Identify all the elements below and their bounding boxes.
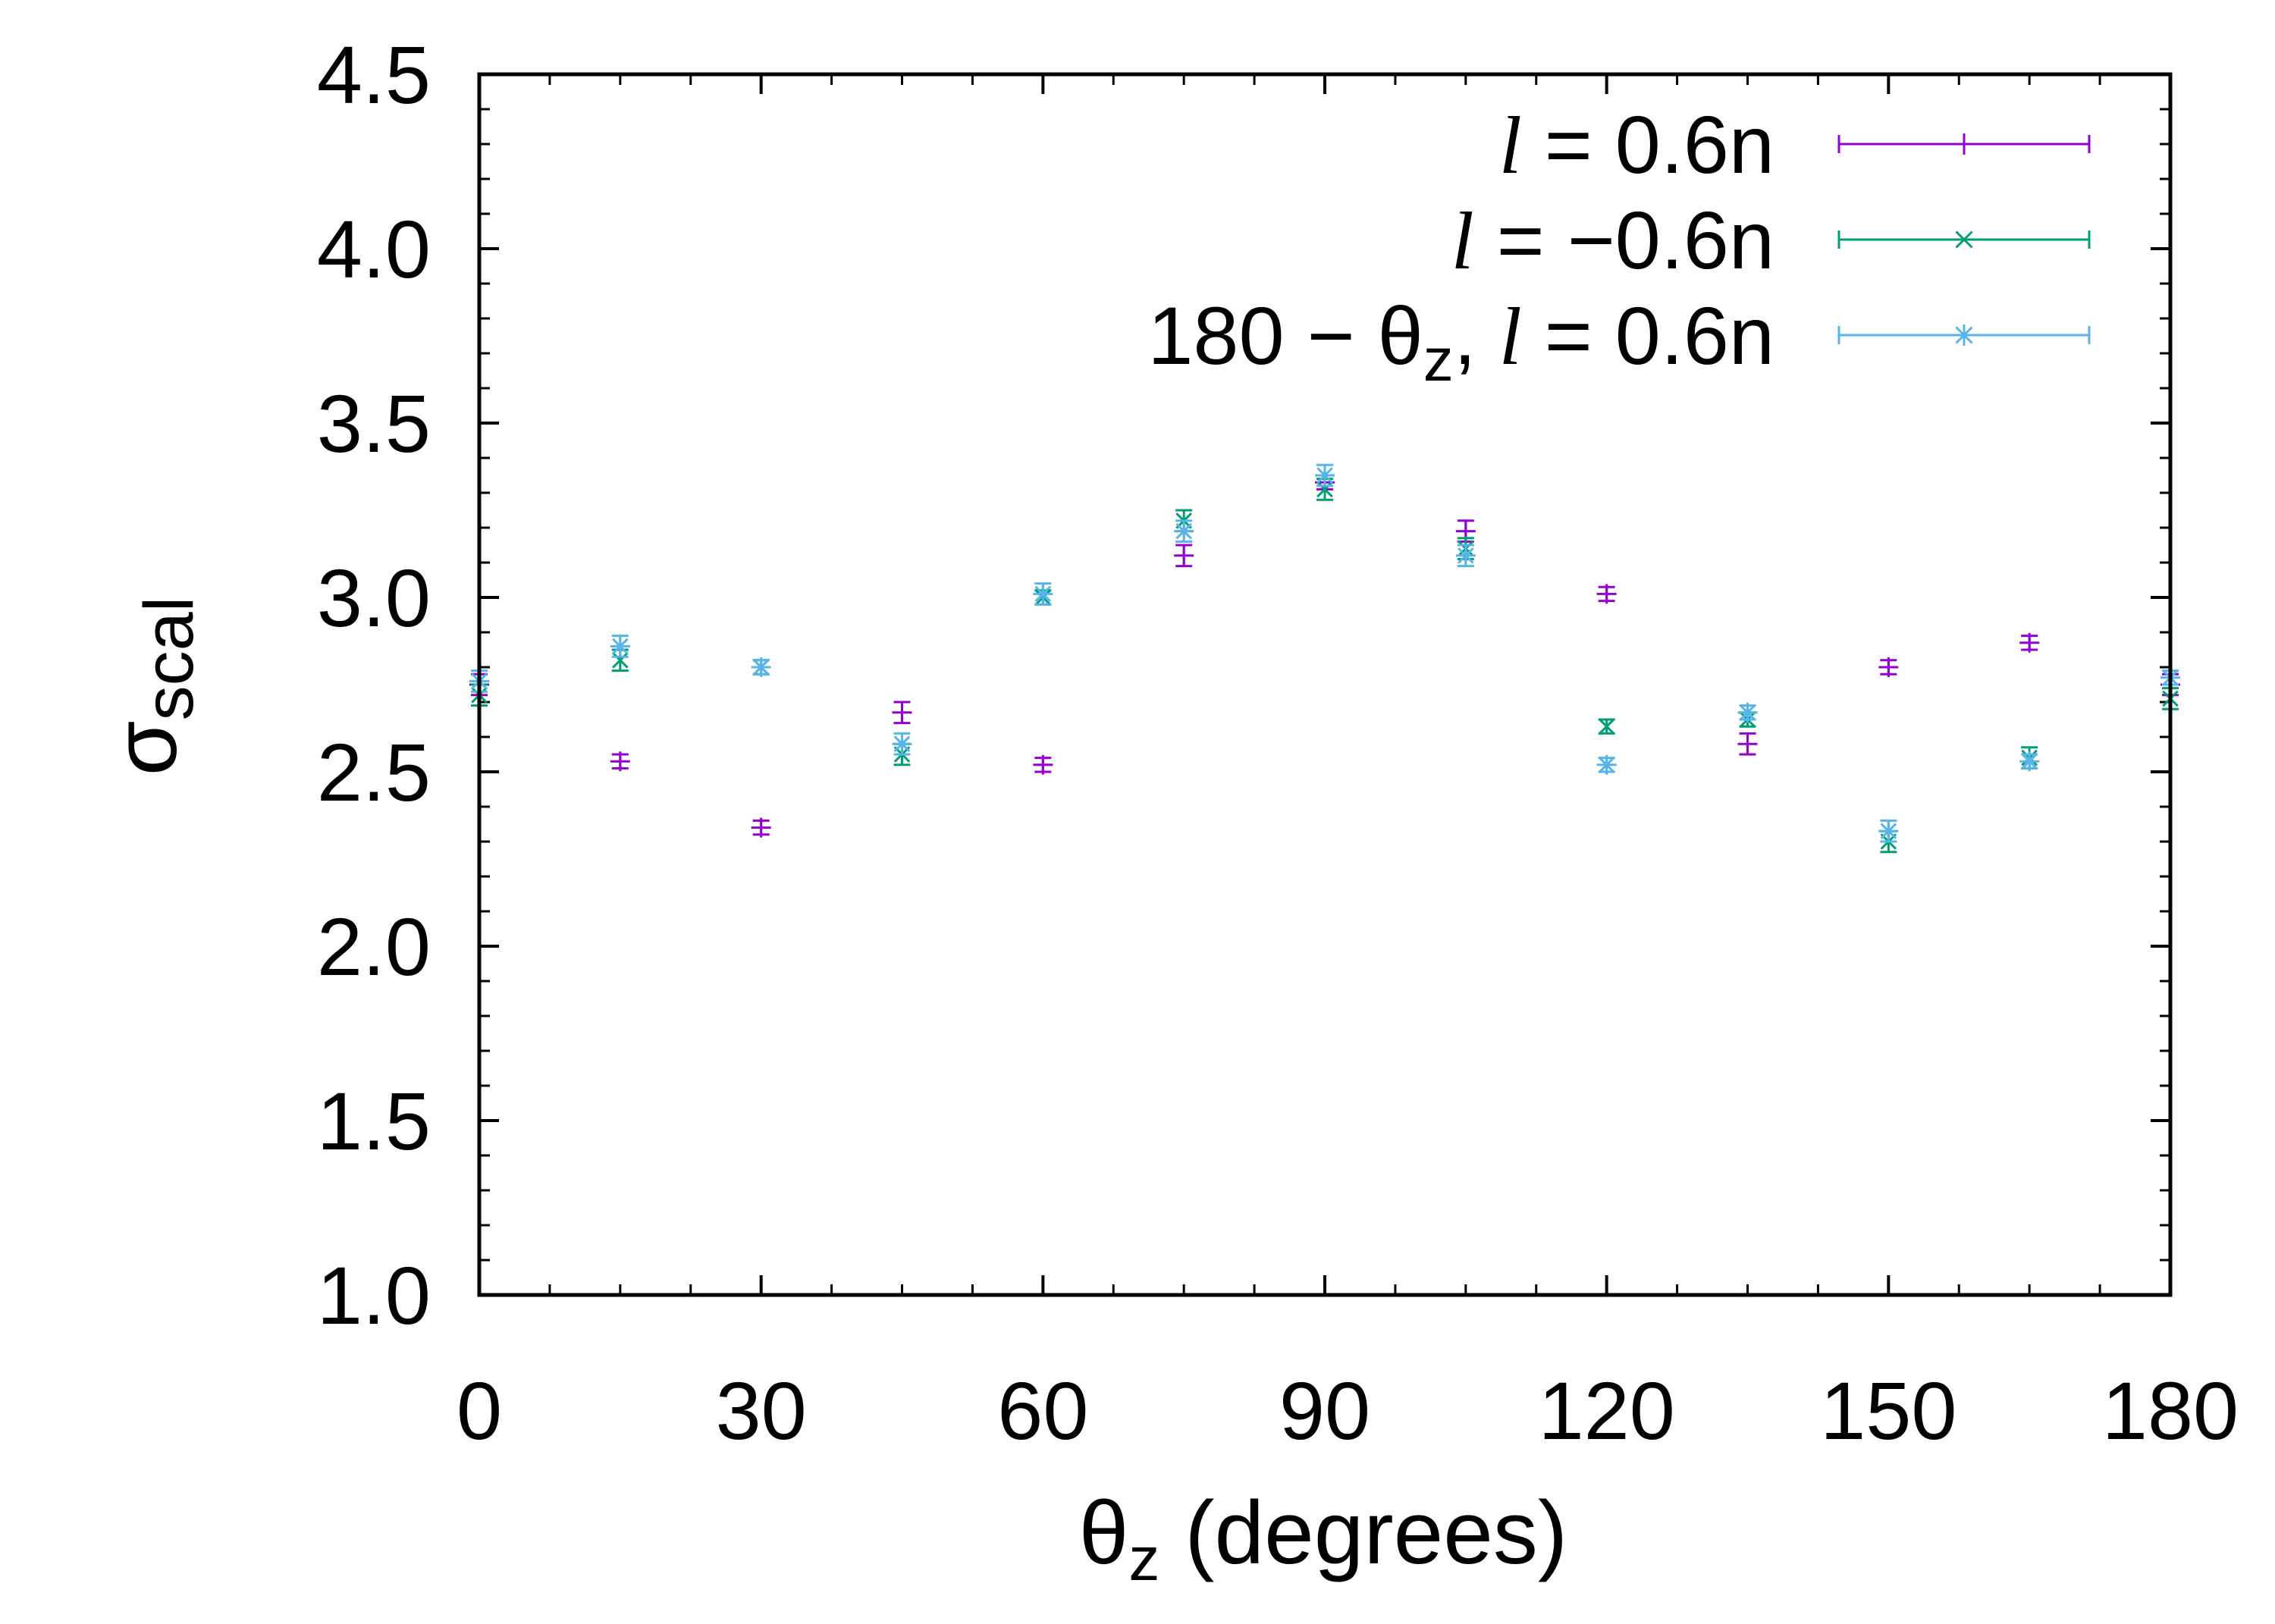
point-marker [1315,466,1335,485]
data-points [469,463,2180,854]
point-marker [1878,657,1899,677]
data-point [610,635,630,658]
point-marker [892,734,912,754]
y-tick-label: 4.5 [317,29,431,121]
data-point [1737,702,1758,723]
legend-marker [1953,133,1975,155]
x-tick-label: 60 [997,1365,1088,1456]
data-point [1596,754,1617,775]
legend-label-text: = 0.6n [1522,99,1774,190]
legend-entry-3: 180 − θz, l = 0.6n [1147,290,2091,393]
data-point [1878,819,1899,843]
data-point [2019,751,2040,772]
data-point [1033,582,1053,606]
point-marker [1737,702,1758,723]
x-tick-label: 30 [716,1365,807,1456]
legend-label: 180 − θz, l = 0.6n [1147,290,1774,393]
y-tick-label: 2.5 [317,726,431,818]
x-tick-label: 150 [1820,1365,1956,1456]
y-tick-label: 2.0 [317,901,431,992]
legend-label-text: = −0.6n [1474,194,1774,286]
legend-label-pre: 180 − θ [1147,290,1423,381]
point-marker [1737,734,1758,754]
series-1 [469,472,2180,838]
legend-marker [1955,230,1973,249]
x-axis-label-rest: (degrees) [1159,1483,1567,1583]
data-point [2019,632,2040,653]
point-marker [1174,545,1194,566]
y-tick-label: 4.0 [317,203,431,295]
data-point [751,817,771,838]
x-axis-label-main: θ [1079,1483,1129,1583]
point-marker [751,657,771,677]
series-3 [469,463,2180,843]
x-tick-labels: 0 30 60 90 120 150 180 [457,1365,2239,1456]
point-marker [1596,584,1617,604]
legend-entry-2: l = −0.6n [1451,194,2091,287]
point-marker [751,817,771,838]
x-tick-label: 180 [2102,1365,2239,1456]
y-axis-label: σscal [96,597,208,776]
legend-label: l = −0.6n [1451,194,1774,287]
data-point [610,751,630,772]
data-point [892,701,912,725]
y-axis-label-sub: scal [130,597,208,721]
legend-entry-1: l = 0.6n [1499,99,2091,191]
data-point [1878,657,1899,677]
point-marker [1033,584,1053,604]
point-marker [610,636,630,657]
data-point [1033,754,1053,775]
x-axis-label-sub: z [1128,1525,1159,1594]
point-marker [1033,754,1053,775]
y-tick-label: 1.5 [317,1075,431,1167]
point-marker [1316,481,1333,498]
legend-label: l = 0.6n [1499,99,1774,191]
legend-marker [1953,324,1975,346]
data-point [1174,544,1194,568]
point-marker [2019,632,2040,653]
legend-label-mid: , [1454,290,1499,381]
point-marker [1174,521,1194,541]
x-tick-label: 0 [457,1365,502,1456]
point-marker [1878,821,1899,842]
data-point [1737,732,1758,756]
data-point [1174,519,1194,543]
legend-label-sub: z [1423,326,1454,393]
point-marker [610,751,630,772]
point-marker [612,651,629,669]
y-tick-label: 3.5 [317,378,431,469]
legend-label-text: = 0.6n [1522,290,1774,381]
x-tick-label: 120 [1539,1365,1675,1456]
point-marker [2019,751,2040,772]
point-marker [892,702,912,723]
data-point [1455,544,1476,568]
data-point [751,657,771,677]
legend-label-italic: l [1499,101,1522,191]
y-tick-label: 1.0 [317,1249,431,1341]
legend-label-italic: l [1499,292,1522,382]
y-tick-label: 3.0 [317,552,431,644]
plot-frame [477,72,2173,1297]
y-tick-labels: 1.0 1.5 2.0 2.5 3.0 3.5 4.0 4.5 [317,29,431,1341]
legend-label-italic: l [1451,196,1474,287]
point-marker [1596,754,1617,775]
data-point [1596,584,1617,604]
point-marker [1598,718,1615,735]
axis-ticks [478,73,2172,1296]
y-axis-label-main: σ [96,720,196,776]
series-2 [471,478,2179,854]
point-marker [1455,545,1476,566]
x-axis-label: θz (degrees) [1079,1483,1567,1594]
data-point [1598,718,1615,735]
data-point [1315,463,1335,488]
data-point [892,732,912,756]
x-tick-label: 90 [1279,1365,1370,1456]
